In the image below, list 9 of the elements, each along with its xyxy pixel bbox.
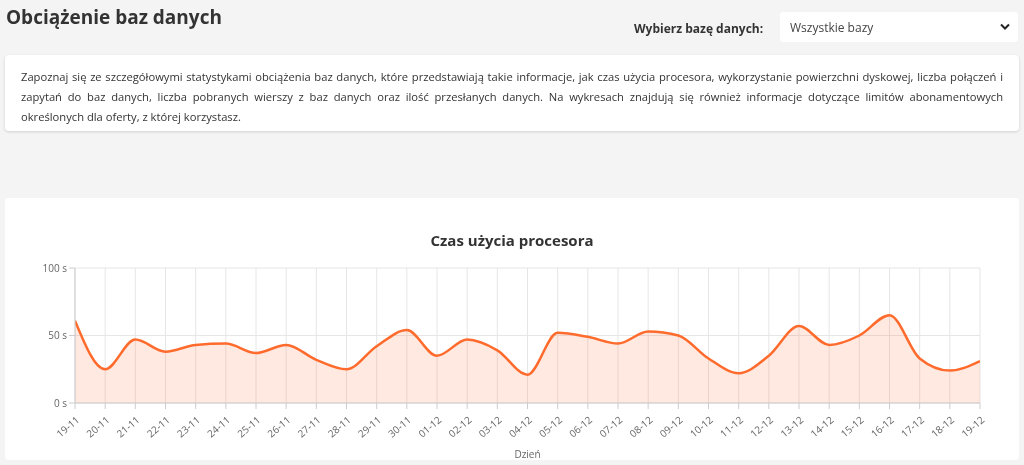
y-tick-label: 50 s [48, 328, 68, 343]
y-tick-label: 100 s [42, 260, 68, 275]
text: Obciążenie baz danych [6, 4, 222, 30]
x-axis-title: Dzień [514, 447, 541, 461]
text: Wszystkie bazy [790, 19, 874, 36]
text: Wybierz bazę danych: [634, 20, 764, 37]
y-tick-label: 0 s [53, 395, 68, 410]
chart-title: Czas użycia procesora [429, 230, 595, 250]
text: Zapoznaj się ze szczegółowymi statystykami obciążenia baz danych, które przedstawiają takie informacje, jak czas użycia procesora, wykorzystanie powierzchni dyskowej, liczba połączeń i zapytań do baz danych, liczba pobranych wierszy z baz danych oraz ilość przesłanych danych. Na wykresach znajdują się również informacje dotyczące limitów abonamentowych określonych dla oferty, z której korzystasz. [21, 68, 1003, 126]
